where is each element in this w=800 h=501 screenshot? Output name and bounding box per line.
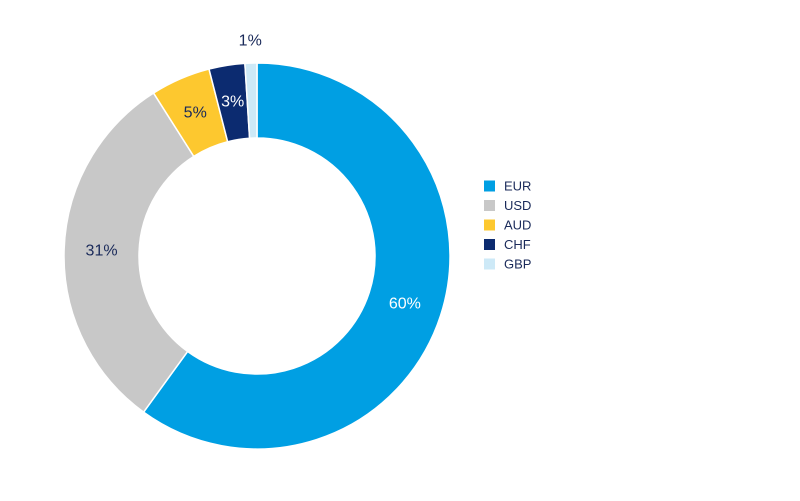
legend-item-chf: CHF	[484, 237, 531, 252]
slice-label-eur: 60%	[389, 295, 421, 312]
slice-eur	[142, 62, 451, 450]
slices-group	[63, 62, 451, 450]
legend-item-eur: EUR	[484, 178, 531, 193]
legend-label-chf: CHF	[504, 237, 531, 252]
legend-swatch-eur	[484, 180, 495, 192]
legend-item-gbp: GBP	[484, 256, 531, 271]
legend-swatch-chf	[484, 239, 495, 250]
legend-label-usd: USD	[504, 198, 531, 213]
slice-label-chf: 3%	[221, 94, 244, 111]
slice-gbp	[244, 62, 258, 140]
legend-swatch-usd	[484, 200, 495, 211]
legend-swatch-aud	[484, 219, 495, 231]
slice-label-aud: 5%	[184, 105, 207, 122]
legend-item-usd: USD	[484, 198, 531, 213]
legend: EUR USD AUD CHF GBP	[484, 178, 531, 271]
legend-item-aud: AUD	[484, 217, 531, 232]
slice-label-usd: 31%	[86, 242, 118, 259]
slice-usd	[63, 92, 195, 414]
slice-labels-group: 60% 31% 5% 3% 1%	[86, 32, 421, 312]
legend-label-aud: AUD	[504, 217, 531, 232]
slice-label-gbp: 1%	[239, 32, 262, 49]
legend-swatch-gbp	[484, 258, 495, 270]
legend-label-gbp: GBP	[504, 256, 531, 271]
legend-label-eur: EUR	[504, 178, 531, 193]
